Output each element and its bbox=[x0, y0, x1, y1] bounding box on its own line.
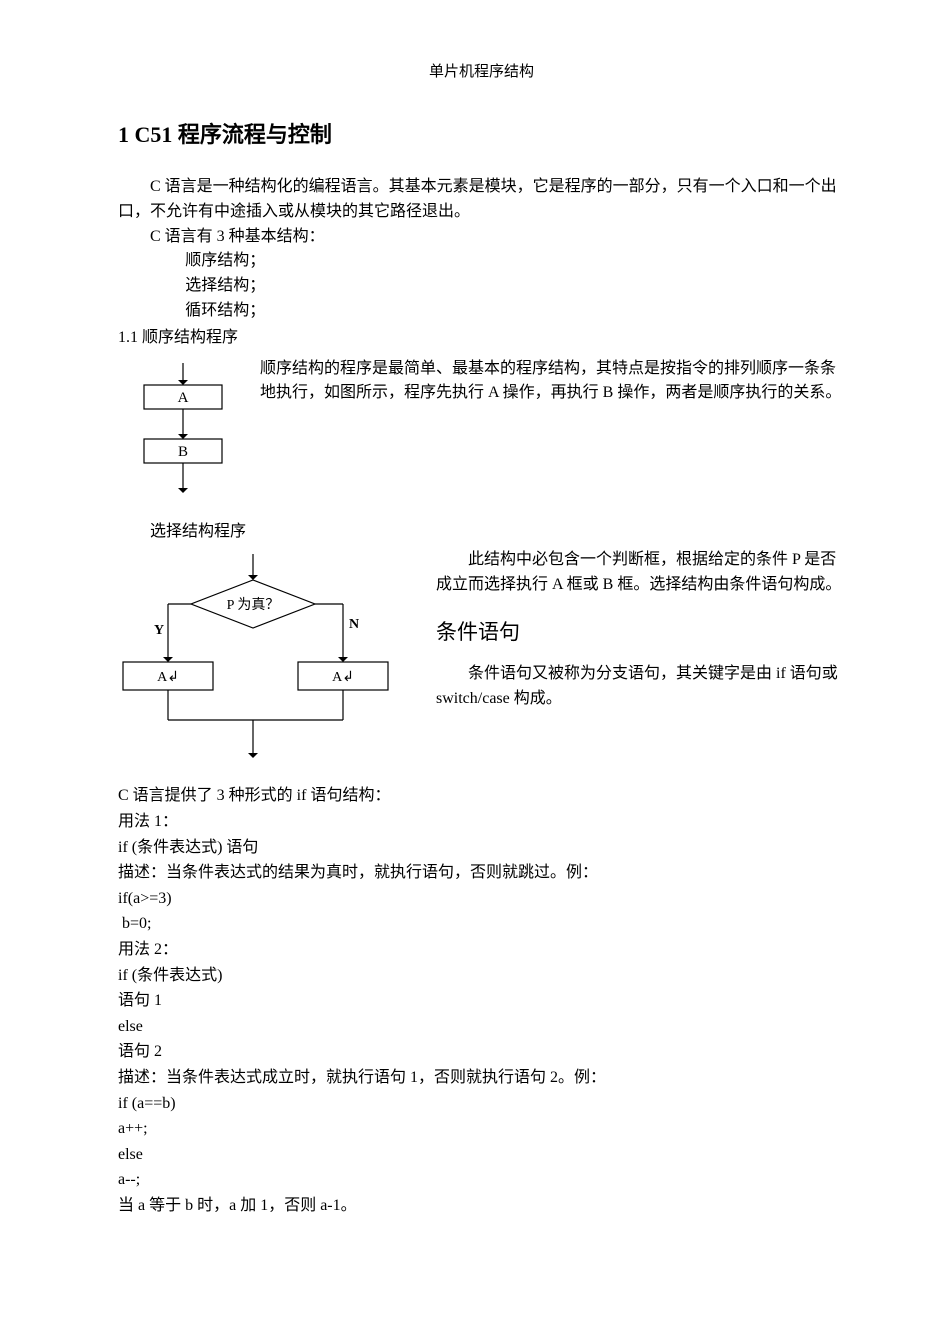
subsection-1-1: 1.1 顺序结构程序 bbox=[118, 326, 845, 351]
code-line: if (条件表达式) bbox=[118, 963, 845, 989]
sequence-description: 顺序结构的程序是最简单、最基本的程序结构，其特点是按指令的排列顺序一条条地执行，… bbox=[260, 355, 845, 407]
selection-title: 选择结构程序 bbox=[118, 520, 845, 545]
selection-flowchart: P 为真？ Y N A↲ A↲ bbox=[118, 548, 418, 771]
code-line: 语句 2 bbox=[118, 1039, 845, 1065]
selection-description: 此结构中必包含一个判断框，根据给定的条件 P 是否成立而选择执行 A 框或 B … bbox=[436, 548, 845, 598]
code-line: 当 a 等于 b 时，a 加 1，否则 a-1。 bbox=[118, 1193, 845, 1219]
sequence-flowchart: AB bbox=[118, 355, 248, 506]
list-item: 循环结构； bbox=[118, 299, 845, 324]
code-line: if (a==b) bbox=[118, 1091, 845, 1117]
types-list: 顺序结构； 选择结构； 循环结构； bbox=[118, 249, 845, 323]
svg-text:B: B bbox=[178, 444, 188, 460]
svg-text:N: N bbox=[349, 617, 359, 632]
code-line: C 语言提供了 3 种形式的 if 语句结构： bbox=[118, 783, 845, 809]
code-line: 用法 1： bbox=[118, 809, 845, 835]
list-item: 顺序结构； bbox=[118, 249, 845, 274]
code-line: if (条件表达式) 语句 bbox=[118, 835, 845, 861]
code-line: 描述：当条件表达式成立时，就执行语句 1，否则就执行语句 2。例： bbox=[118, 1065, 845, 1091]
svg-text:A: A bbox=[178, 390, 189, 406]
sequence-row: AB 顺序结构的程序是最简单、最基本的程序结构，其特点是按指令的排列顺序一条条地… bbox=[118, 355, 845, 506]
selection-right-col: 此结构中必包含一个判断框，根据给定的条件 P 是否成立而选择执行 A 框或 B … bbox=[436, 548, 845, 711]
types-lead: C 语言有 3 种基本结构： bbox=[118, 225, 845, 250]
code-line: 语句 1 bbox=[118, 988, 845, 1014]
code-line: if(a>=3) bbox=[118, 886, 845, 912]
code-line: a--; bbox=[118, 1167, 845, 1193]
code-line: 用法 2： bbox=[118, 937, 845, 963]
code-line: else bbox=[118, 1014, 845, 1040]
code-line: 描述：当条件表达式的结果为真时，就执行语句，否则就跳过。例： bbox=[118, 860, 845, 886]
svg-text:A↲: A↲ bbox=[157, 670, 179, 685]
svg-text:P 为真？: P 为真？ bbox=[227, 597, 280, 613]
heading-1: 1 C51 程序流程与控制 bbox=[118, 117, 845, 149]
svg-text:A↲: A↲ bbox=[332, 670, 354, 685]
code-line: b=0; bbox=[118, 911, 845, 937]
intro-paragraph: C 语言是一种结构化的编程语言。其基本元素是模块，它是程序的一部分，只有一个入口… bbox=[118, 175, 845, 225]
list-item: 选择结构； bbox=[118, 274, 845, 299]
page-header-title: 单片机程序结构 bbox=[118, 60, 845, 81]
document-page: 单片机程序结构 1 C51 程序流程与控制 C 语言是一种结构化的编程语言。其基… bbox=[0, 0, 945, 1337]
condition-description: 条件语句又被称为分支语句，其关键字是由 if 语句或 switch/case 构… bbox=[436, 662, 845, 712]
svg-text:Y: Y bbox=[154, 623, 164, 638]
code-line: a++; bbox=[118, 1116, 845, 1142]
condition-heading: 条件语句 bbox=[436, 616, 845, 646]
code-block: C 语言提供了 3 种形式的 if 语句结构：用法 1：if (条件表达式) 语… bbox=[118, 783, 845, 1218]
code-line: else bbox=[118, 1142, 845, 1168]
selection-row: P 为真？ Y N A↲ A↲ 此结构中必包含一个判断框，根据给定的条件 P 是否成立而… bbox=[118, 548, 845, 771]
